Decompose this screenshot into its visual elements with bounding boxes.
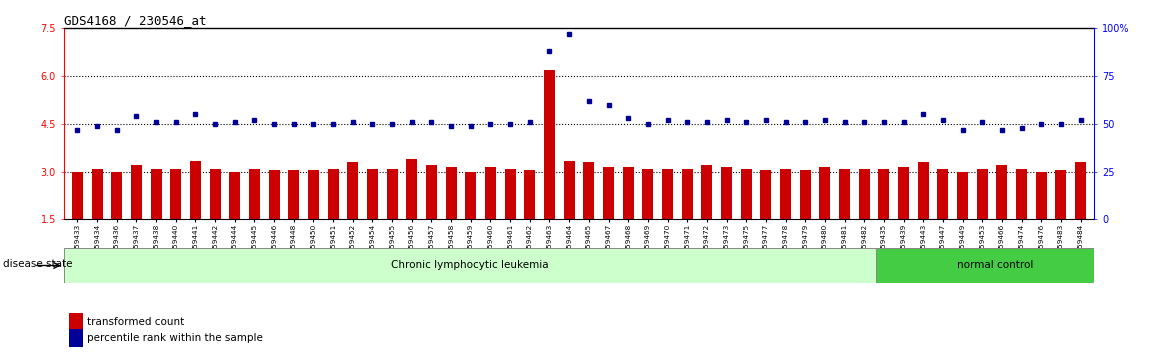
- Bar: [64, 248, 877, 283]
- Bar: [899, 167, 909, 219]
- Bar: [1016, 169, 1027, 219]
- Bar: [997, 165, 1007, 219]
- Bar: [387, 169, 397, 219]
- Bar: [623, 167, 633, 219]
- Text: Chronic lymphocytic leukemia: Chronic lymphocytic leukemia: [391, 261, 549, 270]
- Bar: [877, 248, 1114, 283]
- Bar: [406, 159, 417, 219]
- Bar: [1075, 162, 1086, 219]
- Bar: [288, 170, 299, 219]
- Bar: [564, 161, 574, 219]
- Text: transformed count: transformed count: [87, 317, 184, 327]
- Bar: [131, 165, 142, 219]
- Bar: [800, 170, 811, 219]
- Bar: [170, 169, 181, 219]
- Bar: [859, 169, 870, 219]
- Bar: [603, 167, 614, 219]
- Bar: [111, 172, 123, 219]
- Bar: [741, 169, 752, 219]
- Bar: [505, 169, 515, 219]
- Bar: [210, 169, 220, 219]
- Bar: [328, 169, 338, 219]
- Bar: [91, 169, 103, 219]
- Bar: [977, 169, 988, 219]
- Bar: [269, 170, 279, 219]
- Bar: [190, 161, 200, 219]
- Bar: [249, 169, 259, 219]
- Bar: [229, 172, 240, 219]
- Bar: [544, 70, 555, 219]
- Bar: [308, 170, 318, 219]
- Bar: [820, 167, 830, 219]
- Bar: [682, 169, 692, 219]
- Bar: [840, 169, 850, 219]
- Bar: [1055, 170, 1067, 219]
- Bar: [643, 169, 653, 219]
- Bar: [780, 169, 791, 219]
- Text: percentile rank within the sample: percentile rank within the sample: [87, 333, 263, 343]
- Text: normal control: normal control: [957, 261, 1033, 270]
- Bar: [958, 172, 968, 219]
- Bar: [584, 162, 594, 219]
- Bar: [367, 169, 378, 219]
- Bar: [466, 172, 476, 219]
- Bar: [879, 169, 889, 219]
- Bar: [761, 170, 771, 219]
- Bar: [485, 167, 496, 219]
- Bar: [151, 169, 161, 219]
- Bar: [426, 165, 437, 219]
- Text: disease state: disease state: [3, 259, 73, 269]
- Bar: [721, 167, 732, 219]
- Bar: [918, 162, 929, 219]
- Bar: [938, 169, 948, 219]
- Bar: [702, 165, 712, 219]
- Bar: [1035, 172, 1047, 219]
- Bar: [347, 162, 358, 219]
- Bar: [446, 167, 456, 219]
- Bar: [72, 172, 83, 219]
- Bar: [662, 169, 673, 219]
- Bar: [525, 170, 535, 219]
- Text: GDS4168 / 230546_at: GDS4168 / 230546_at: [64, 14, 206, 27]
